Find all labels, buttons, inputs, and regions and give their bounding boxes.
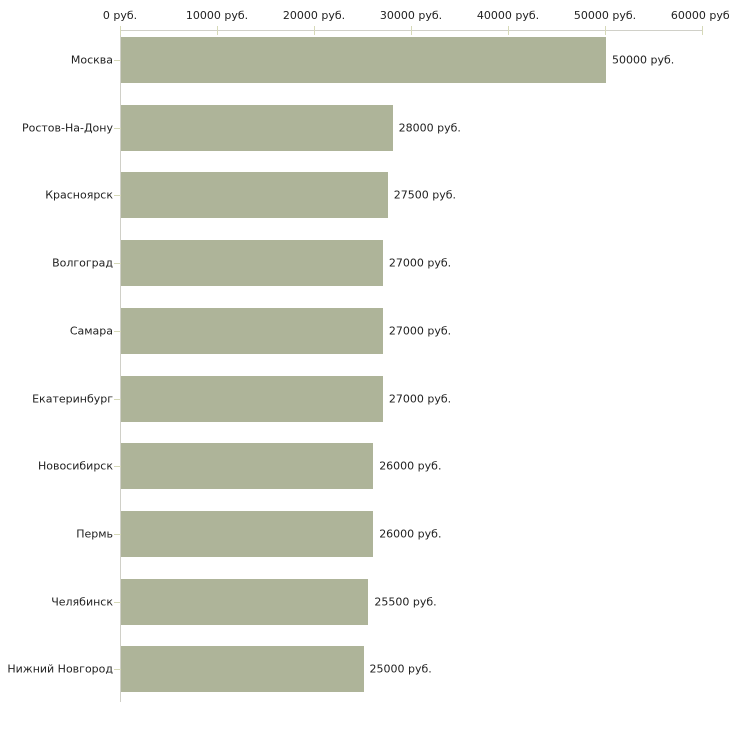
bar	[121, 104, 393, 151]
y-axis-tick	[114, 330, 121, 332]
value-label: 50000 руб.	[612, 53, 675, 67]
bar	[121, 646, 364, 693]
y-axis-tick	[114, 669, 121, 671]
y-axis-tick	[114, 195, 121, 197]
category-label: Екатеринбург	[32, 392, 113, 405]
y-axis-tick	[114, 601, 121, 603]
x-axis-tick	[217, 26, 218, 35]
x-axis-tick-label: 20000 руб.	[282, 9, 346, 22]
category-label: Волгоград	[52, 256, 113, 270]
y-axis-tick	[114, 263, 121, 265]
category-label: Ростов-На-Дону	[21, 121, 113, 135]
x-axis-tick-label: 0 руб.	[102, 9, 138, 22]
value-label: 25500 руб.	[374, 595, 437, 609]
category-label: Москва	[70, 53, 113, 67]
bar	[121, 375, 383, 422]
category-label: Пермь	[76, 527, 113, 541]
value-label: 28000 руб.	[398, 121, 461, 135]
value-label: 27000 руб.	[388, 392, 452, 405]
x-axis-tick	[314, 26, 315, 35]
category-label: Нижний Новгород	[7, 662, 113, 676]
value-label: 26000 руб.	[379, 527, 442, 541]
bar	[121, 578, 369, 625]
bar	[121, 510, 374, 557]
bar	[121, 172, 388, 219]
x-axis-tick	[411, 26, 412, 35]
category-label: Новосибирск	[37, 459, 113, 473]
x-axis-tick-label: 10000 руб.	[185, 9, 249, 22]
bar	[121, 307, 383, 354]
y-axis-tick	[114, 127, 121, 129]
x-axis-tick-label: 30000 руб.	[379, 9, 443, 22]
y-axis-tick	[114, 60, 121, 61]
x-axis-tick	[120, 26, 121, 35]
x-axis-tick-label: 50000 руб.	[573, 9, 637, 22]
bar	[121, 240, 383, 287]
y-axis-line	[120, 30, 121, 702]
bar	[121, 443, 374, 490]
value-label: 27000 руб.	[388, 256, 452, 270]
x-axis-tick	[508, 26, 509, 35]
value-label: 25000 руб.	[369, 662, 432, 676]
y-axis-tick	[114, 533, 121, 535]
x-axis-tick	[605, 26, 606, 35]
value-label: 26000 руб.	[379, 459, 442, 473]
category-label: Челябинск	[51, 595, 113, 609]
value-label: 27000 руб.	[388, 324, 452, 338]
x-axis-tick	[702, 26, 703, 35]
bar	[121, 37, 606, 83]
category-label: Красноярск	[45, 188, 113, 202]
x-axis-tick-label: 40000 руб.	[476, 9, 540, 22]
y-axis-tick	[114, 466, 121, 468]
value-label: 27500 руб.	[393, 188, 457, 202]
x-axis-tick-label: 60000 руб.	[670, 9, 730, 22]
y-axis-tick	[114, 398, 121, 400]
category-label: Самара	[69, 324, 113, 338]
